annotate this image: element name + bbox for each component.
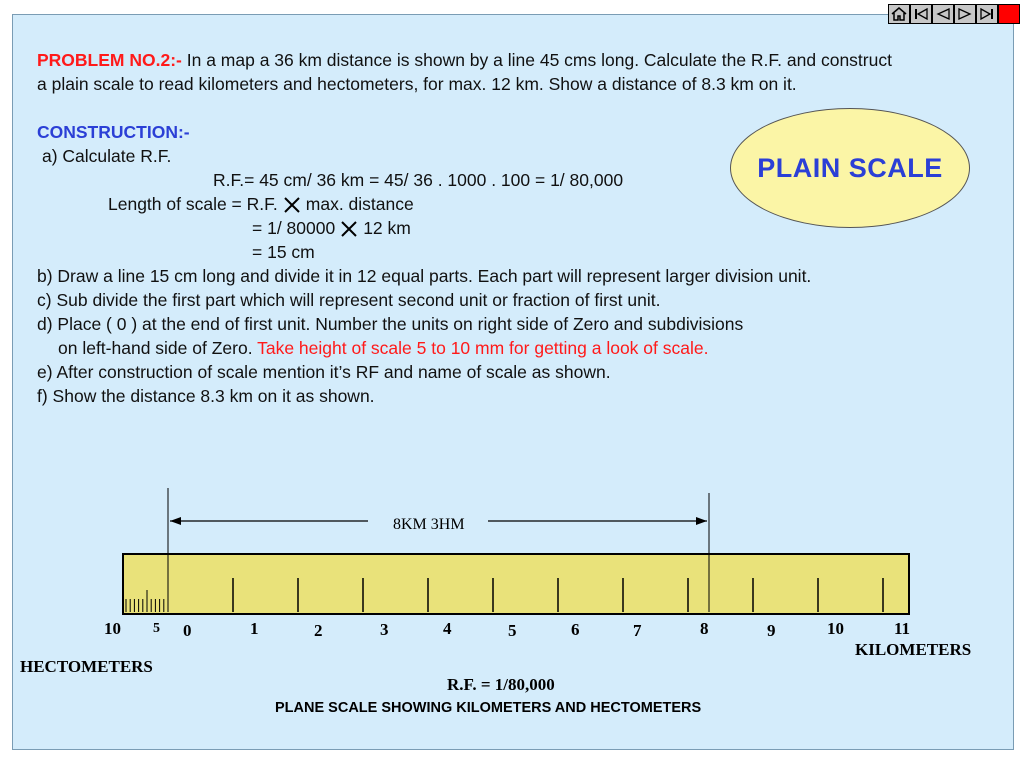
eq1-pre: = 1/ 80000 [252, 218, 336, 238]
kilometers-label: KILOMETERS [855, 640, 971, 659]
step-a: a) Calculate R.F. [42, 146, 172, 166]
scale-bar [122, 553, 910, 615]
first-slide-icon[interactable] [910, 4, 932, 24]
problem-line-2: a plain scale to read kilometers and hec… [37, 74, 797, 94]
step-d-highlight: Take height of scale 5 to 10 mm for gett… [252, 338, 709, 358]
next-slide-icon[interactable] [954, 4, 976, 24]
step-d-text: on left-hand side of Zero. [58, 338, 253, 358]
step-d-line-2: on left-hand side of Zero. Take height o… [58, 336, 708, 360]
step-b: b) Draw a line 15 cm long and divide it … [37, 266, 812, 286]
stop-button[interactable] [998, 4, 1020, 24]
problem-line-1: PROBLEM NO.2:- In a map a 36 km distance… [37, 48, 892, 72]
step-c: c) Sub divide the first part which will … [37, 290, 661, 310]
km-label-9: 9 [767, 621, 776, 640]
equation-1: = 1/ 80000 12 km [252, 216, 411, 240]
distance-label: 8KM 3HM [393, 516, 465, 533]
step-f: f) Show the distance 8.3 km on it as sho… [37, 386, 375, 406]
km-label-4: 4 [443, 619, 452, 638]
kilometer-labels: 0 1 2 3 4 5 6 7 8 9 10 11 [183, 619, 910, 640]
km-label-7: 7 [633, 621, 642, 640]
km-label-0: 0 [183, 621, 192, 640]
plain-scale-badge: PLAIN SCALE [730, 108, 970, 228]
length-pre: Length of scale = R.F. [108, 194, 278, 214]
construction-heading: CONSTRUCTION:- [37, 122, 190, 142]
length-post: max. distance [305, 194, 414, 214]
scale-ticks [125, 578, 884, 612]
km-label-3: 3 [380, 620, 389, 639]
equation-2: = 15 cm [252, 242, 315, 262]
km-label-8: 8 [700, 619, 709, 638]
previous-slide-icon[interactable] [932, 4, 954, 24]
rf-label: R.F. = 1/80,000 [447, 675, 555, 694]
step-d-line-1: d) Place ( 0 ) at the end of first unit.… [37, 314, 744, 334]
arrow-right-icon [696, 517, 707, 525]
rf-calculation: R.F.= 45 cm/ 36 km = 45/ 36 . 1000 . 100… [213, 170, 624, 190]
km-label-1: 1 [250, 619, 259, 638]
km-label-2: 2 [314, 621, 323, 640]
km-label-10: 10 [827, 619, 844, 638]
km-label-11: 11 [894, 619, 910, 638]
eq1-post: 12 km [363, 218, 411, 238]
hectometers-label: HECTOMETERS [20, 657, 153, 676]
hectometer-label-5: 5 [153, 621, 160, 636]
last-slide-icon[interactable] [976, 4, 998, 24]
problem-label: PROBLEM NO.2:- [37, 50, 182, 70]
length-of-scale: Length of scale = R.F. max. distance [108, 192, 414, 216]
km-label-5: 5 [508, 621, 517, 640]
problem-text-1: In a map a 36 km distance is shown by a … [181, 50, 892, 70]
step-e: e) After construction of scale mention i… [37, 362, 611, 382]
multiply-icon [341, 221, 357, 238]
home-icon[interactable] [888, 4, 910, 24]
km-label-6: 6 [571, 620, 580, 639]
badge-text: PLAIN SCALE [757, 152, 943, 183]
hectometer-label-10: 10 [104, 619, 121, 638]
arrow-left-icon [170, 517, 181, 525]
scale-caption: PLANE SCALE SHOWING KILOMETERS AND HECTO… [275, 700, 701, 716]
multiply-icon [284, 197, 300, 214]
nav-toolbar [888, 4, 1020, 24]
